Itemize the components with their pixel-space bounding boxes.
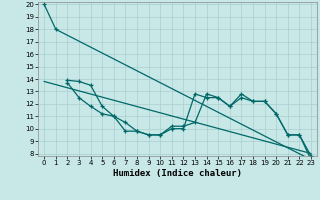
X-axis label: Humidex (Indice chaleur): Humidex (Indice chaleur) bbox=[113, 169, 242, 178]
